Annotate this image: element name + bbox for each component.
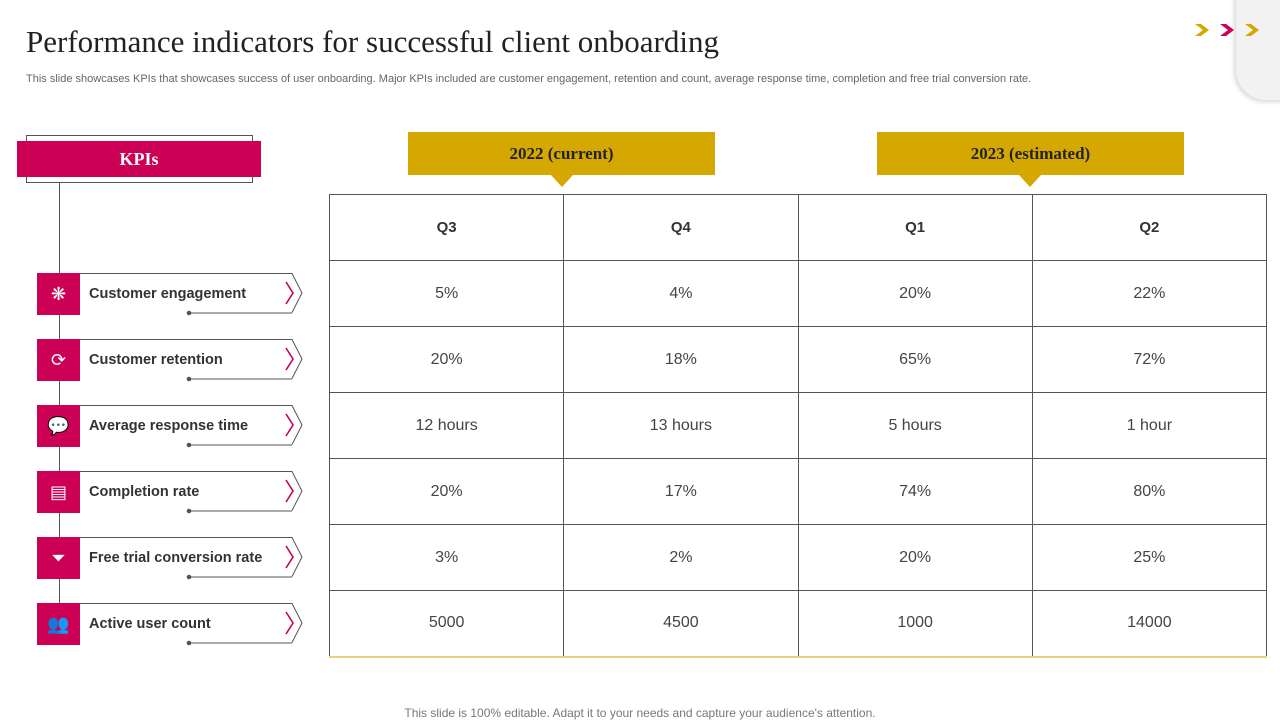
pointer-triangle [551, 175, 573, 187]
chevron-right-icon [1195, 24, 1209, 36]
users-group-icon: 👥 [37, 603, 80, 645]
kpi-arrow-shape [80, 471, 303, 514]
footer-note: This slide is 100% editable. Adapt it to… [404, 706, 876, 720]
table-cell: 4500 [563, 590, 799, 658]
table-cell: 18% [563, 326, 799, 393]
table-cell: 4% [563, 260, 799, 327]
table-cell: 20% [797, 260, 1033, 327]
table-cell: 72% [1031, 326, 1268, 393]
kpi-label: Average response time [89, 418, 249, 434]
kpi-label: Active user count [89, 616, 211, 632]
table-cell: 1 hour [1031, 392, 1268, 459]
kpi-item: 👥 Active user count [37, 603, 303, 646]
table-cell: 14000 [1031, 590, 1268, 658]
kpi-label: Customer retention [89, 352, 223, 368]
table-row: 20% 17% 74% 80% [328, 458, 1268, 525]
table-cell: 13 hours [563, 392, 799, 459]
table-cell: 20% [797, 524, 1033, 591]
kpi-item: ⟳ Customer retention [37, 339, 303, 382]
table-cell: 5 hours [797, 392, 1033, 459]
kpi-arrow-shape [80, 273, 303, 316]
year-header-2023: 2023 (estimated) [877, 132, 1184, 175]
table-cell: 74% [797, 458, 1033, 525]
table-cell: 5000 [328, 590, 565, 658]
chevron-right-icon [1220, 24, 1234, 36]
kpi-arrow-shape [80, 603, 303, 646]
table-cell: 20% [328, 326, 565, 393]
table-row: 5000 4500 1000 14000 [328, 590, 1268, 658]
document-check-icon: ▤ [37, 471, 80, 513]
corner-decoration [1236, 0, 1280, 100]
column-header: Q4 [563, 194, 799, 261]
kpi-label: Completion rate [89, 484, 200, 500]
kpi-arrow-shape [80, 339, 303, 382]
table-cell: 80% [1031, 458, 1268, 525]
table-cell: 12 hours [328, 392, 565, 459]
column-header: Q1 [797, 194, 1033, 261]
table-cell: 2% [563, 524, 799, 591]
connector-line [59, 183, 60, 623]
kpi-header: KPIs [17, 141, 261, 177]
table-row: 3% 2% 20% 25% [328, 524, 1268, 591]
kpi-table: Q3 Q4 Q1 Q2 5% 4% 20% 22% 20% 18% 65% 72% 12 hours 13… [328, 194, 1268, 658]
year-header-2022: 2022 (current) [408, 132, 715, 175]
network-people-icon: ❋ [37, 273, 80, 315]
table-cell: 1000 [797, 590, 1033, 658]
pointer-triangle [1019, 175, 1041, 187]
table-row: 20% 18% 65% 72% [328, 326, 1268, 393]
table-header-row: Q3 Q4 Q1 Q2 [328, 194, 1268, 261]
kpi-item: 💬 Average response time [37, 405, 303, 448]
kpi-arrow-shape [80, 537, 303, 580]
table-cell: 20% [328, 458, 565, 525]
kpi-arrow-shape [80, 405, 303, 448]
column-header: Q2 [1031, 194, 1268, 261]
kpi-label: Customer engagement [89, 286, 247, 302]
retention-cycle-icon: ⟳ [37, 339, 80, 381]
chevron-right-icon [1245, 24, 1259, 36]
table-cell: 65% [797, 326, 1033, 393]
table-cell: 5% [328, 260, 565, 327]
kpi-label: Free trial conversion rate [89, 550, 263, 566]
page-title: Performance indicators for successful cl… [26, 24, 719, 59]
table-cell: 22% [1031, 260, 1268, 327]
table-row: 5% 4% 20% 22% [328, 260, 1268, 327]
table-row: 12 hours 13 hours 5 hours 1 hour [328, 392, 1268, 459]
table-cell: 25% [1031, 524, 1268, 591]
table-cell: 17% [563, 458, 799, 525]
kpi-item: ⏷ Free trial conversion rate [37, 537, 303, 580]
funnel-icon: ⏷ [37, 537, 80, 579]
kpi-item: ▤ Completion rate [37, 471, 303, 514]
column-header: Q3 [328, 194, 565, 261]
chat-bubbles-icon: 💬 [37, 405, 80, 447]
page-subtitle: This slide showcases KPIs that showcases… [26, 73, 1032, 85]
kpi-item: ❋ Customer engagement [37, 273, 303, 316]
table-cell: 3% [328, 524, 565, 591]
